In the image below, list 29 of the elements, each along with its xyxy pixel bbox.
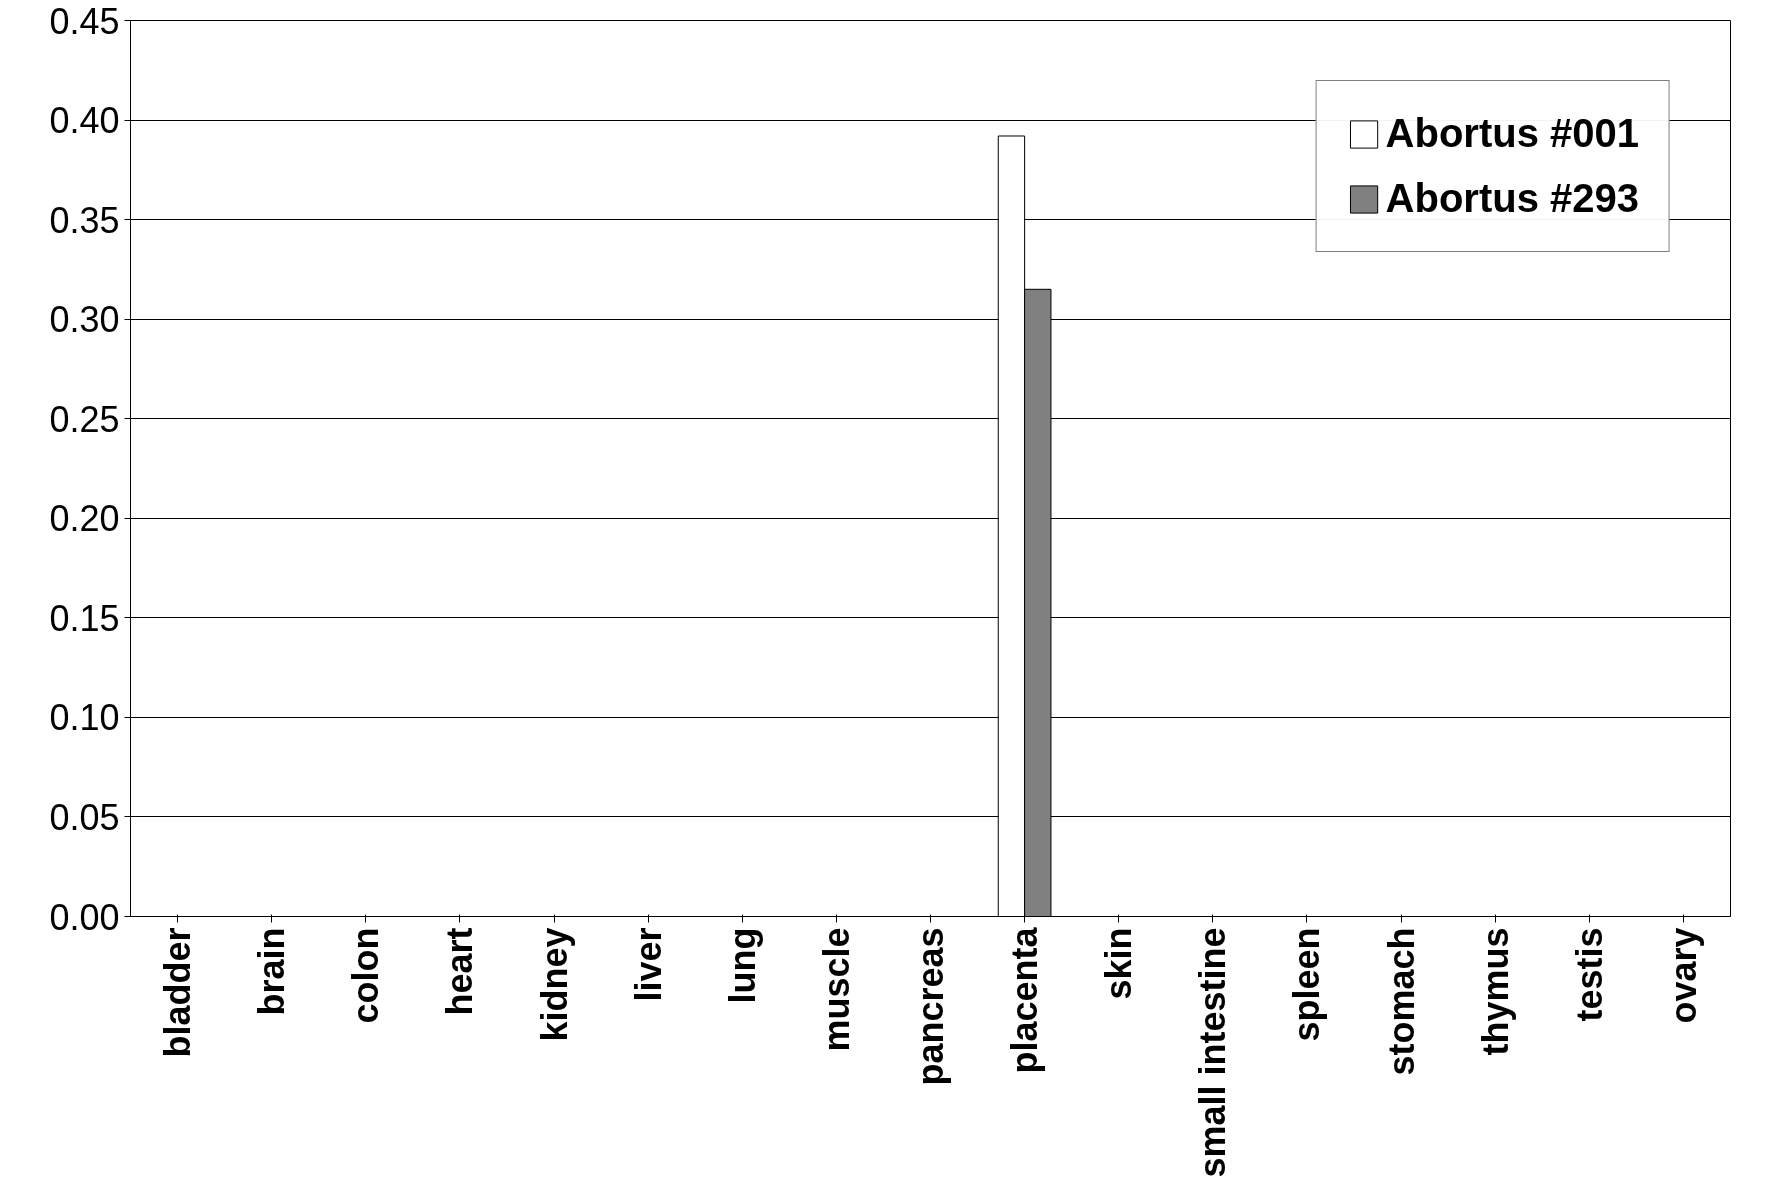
y-tick-label: 0.15 xyxy=(49,597,120,639)
y-tick-label: 0.30 xyxy=(49,299,120,341)
y-tick-label: 0.20 xyxy=(49,498,120,540)
x-tick-label: testis xyxy=(1568,927,1610,1022)
x-tick-label: heart xyxy=(439,927,481,1016)
y-tick-label: 0.00 xyxy=(49,896,120,938)
x-tick-label: bladder xyxy=(157,927,199,1058)
y-tick-label: 0.25 xyxy=(49,398,120,440)
x-tick-label: skin xyxy=(1098,927,1140,1000)
x-tick-label: stomach xyxy=(1380,927,1422,1076)
x-tick-label: colon xyxy=(345,927,387,1024)
x-tick-label: muscle xyxy=(815,927,857,1052)
x-tick-label: placenta xyxy=(1004,926,1046,1074)
x-tick-label: small intestine xyxy=(1192,927,1234,1178)
x-tick-label: liver xyxy=(627,927,669,1002)
x-tick-label: spleen xyxy=(1286,927,1328,1042)
y-tick-label: 0.45 xyxy=(49,0,120,42)
y-tick-label: 0.35 xyxy=(49,199,120,241)
x-tick-label: lung xyxy=(721,927,763,1004)
x-tick-label: thymus xyxy=(1474,927,1516,1056)
y-tick-label: 0.05 xyxy=(49,796,120,838)
legend-label: Abortus #001 xyxy=(1385,111,1639,156)
y-tick-label: 0.40 xyxy=(49,100,120,142)
x-tick-label: pancreas xyxy=(910,927,951,1086)
legend-label: Abortus #293 xyxy=(1385,176,1639,221)
x-tick-label: ovary xyxy=(1662,927,1704,1024)
x-tick-label: kidney xyxy=(533,927,575,1042)
y-tick-label: 0.10 xyxy=(49,697,120,739)
x-tick-label: brain xyxy=(251,927,293,1016)
